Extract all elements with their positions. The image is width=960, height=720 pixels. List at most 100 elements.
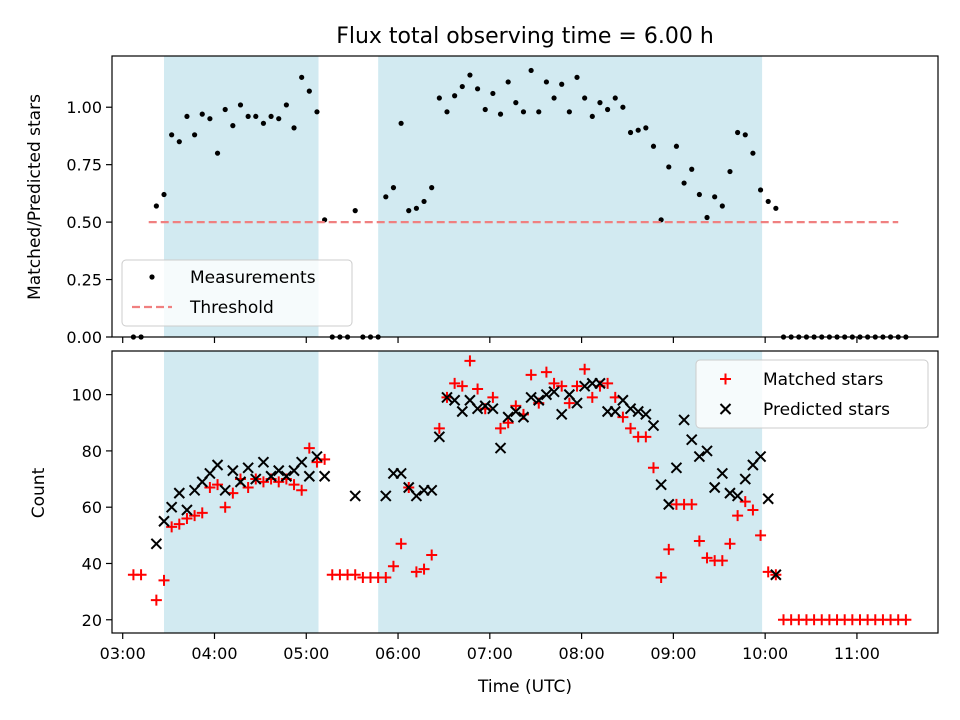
predicted-stars-point [227, 464, 239, 477]
predicted-stars-point [181, 504, 193, 516]
measurement-point [276, 116, 282, 122]
measurement-point [635, 127, 641, 133]
matched-stars-point [663, 543, 675, 555]
predicted-stars-point [395, 467, 407, 480]
matched-stars-point [900, 614, 912, 626]
measurement-point [627, 129, 634, 136]
predicted-stars-point [632, 405, 644, 418]
measurement-point [689, 166, 695, 172]
legend-threshold-label: Threshold [189, 298, 274, 318]
measurement-point [474, 86, 481, 92]
matched-stars-point [219, 501, 231, 513]
matched-stars-point [693, 535, 705, 547]
measurement-point [352, 208, 358, 214]
predicted-stars-point [716, 467, 729, 480]
matched-stars-point [456, 380, 468, 392]
top-legend: Measurements Threshold [121, 259, 353, 327]
measurement-point [207, 116, 213, 122]
predicted-stars-point [295, 456, 308, 468]
measurement-point [497, 111, 504, 117]
predicted-stars-point [525, 391, 537, 404]
measurement-point [436, 95, 442, 101]
predicted-stars-point [265, 470, 277, 482]
predicted-stars-point [678, 414, 690, 426]
measurement-point [398, 120, 404, 126]
measurement-point [314, 109, 320, 115]
predicted-stars-point [257, 456, 270, 468]
predicted-stars-point [647, 419, 660, 432]
x-tick-label: 03:00 [100, 644, 146, 663]
x-tick-label: 08:00 [559, 644, 605, 663]
matched-stars-point [418, 563, 430, 575]
measurement-point [268, 113, 274, 120]
predicted-stars-point [158, 515, 170, 527]
y-tick-label: 20 [82, 611, 102, 630]
observing-window-shade [164, 351, 319, 633]
predicted-stars-point [150, 538, 163, 550]
predicted-stars-point [609, 405, 621, 418]
y-tick-label: 0.00 [66, 328, 102, 347]
predicted-stars-point [456, 405, 468, 418]
measurement-point [559, 81, 565, 87]
matched-stars-point [426, 549, 438, 561]
matched-stars-point [525, 369, 537, 381]
measurement-point [719, 203, 725, 209]
matched-stars-point [617, 411, 629, 423]
matched-stars-point [395, 538, 407, 550]
predicted-stars-point [548, 386, 560, 398]
matched-stars-point [410, 566, 422, 578]
measurement-point [467, 72, 473, 78]
measurement-point [551, 95, 557, 101]
predicted-stars-point [594, 377, 606, 390]
measurement-point [253, 113, 259, 120]
measurement-point [620, 104, 626, 110]
measurement-point [727, 168, 733, 175]
x-tick-label: 05:00 [283, 644, 329, 663]
measurement-point [735, 129, 741, 136]
matched-stars-point [647, 462, 659, 474]
matched-stars-point [732, 510, 744, 522]
legend-box [121, 259, 353, 327]
matched-stars-point [487, 391, 499, 403]
predicted-stars-point [280, 470, 293, 482]
matched-stars-point [602, 377, 614, 389]
legend-matched-label: Matched stars [763, 370, 883, 390]
measurement-point [444, 109, 450, 115]
predicted-stars-point [624, 402, 637, 415]
predicted-stars-point [533, 394, 545, 406]
predicted-stars-point [433, 431, 446, 443]
predicted-stars-point [219, 484, 231, 497]
matched-stars-point [296, 484, 308, 496]
measurement-point [536, 109, 542, 115]
matched-stars-point [716, 555, 728, 567]
measurement-point [176, 139, 182, 145]
matched-stars-point [510, 400, 522, 412]
predicted-stars-point [670, 462, 683, 474]
matched-stars-point [686, 498, 698, 510]
predicted-stars-point [410, 490, 423, 502]
matched-stars-point [472, 383, 484, 395]
measurement-point [666, 164, 672, 170]
top-panel-ratio: 0.00 0.25 0.50 0.75 1.00 Measurements Threshol… [66, 55, 939, 347]
predicted-stars-point [250, 473, 262, 485]
predicted-stars-point [686, 433, 698, 446]
measurement-point [230, 123, 236, 129]
measurement-point [184, 113, 190, 120]
predicted-stars-point [502, 411, 514, 423]
matched-stars-point [150, 594, 162, 606]
y-tick-label: 60 [82, 498, 102, 517]
y-tick-label: 0.25 [66, 271, 102, 290]
matched-stars-point [387, 560, 399, 572]
matched-stars-point [464, 355, 476, 367]
predicted-stars-point [724, 487, 736, 499]
matched-stars-point [739, 496, 751, 508]
y-tick-label: 0.75 [66, 156, 102, 175]
measurement-point [452, 93, 458, 99]
measurement-point [528, 67, 534, 74]
measurement-point [421, 198, 427, 205]
matched-stars-point [625, 422, 637, 434]
measurement-point [169, 132, 175, 138]
matched-stars-point [747, 504, 759, 516]
measurement-point [299, 74, 305, 80]
